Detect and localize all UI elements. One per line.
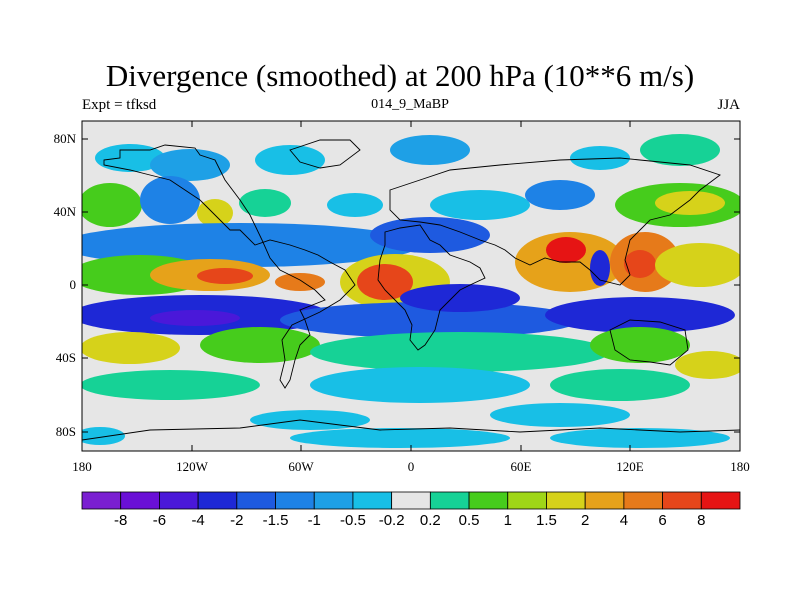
colorbar-label: 0.2 (419, 512, 441, 529)
contour-patch (310, 332, 610, 372)
contour-patch (675, 351, 740, 379)
colorbar-swatch (236, 491, 276, 510)
contour-patch (655, 191, 725, 215)
contour-patch (390, 135, 470, 165)
lat-tick-label: 0 (69, 277, 77, 292)
colorbar-swatch (662, 491, 702, 510)
lat-tick-label: 80N (53, 131, 76, 146)
coastline-greenland (289, 139, 361, 169)
contour-patch (430, 190, 530, 220)
colorbar-label: -1.5 (262, 512, 289, 529)
colorbar-swatch (81, 491, 122, 510)
colorbar-label: -0.5 (340, 512, 366, 529)
contour-patch (525, 180, 595, 210)
contour-patch (280, 302, 580, 338)
contour-patch (275, 273, 325, 291)
colorbar-label: -1 (307, 512, 321, 529)
lon-tick-label: 120E (616, 459, 644, 474)
colorbar-label: 1 (503, 512, 512, 529)
coastline-eurasia (389, 157, 721, 286)
colorbar-label: -4 (191, 512, 205, 529)
colorbar-swatch (429, 491, 470, 510)
colorbar-label: 6 (658, 512, 667, 529)
colorbar-swatch (159, 491, 199, 510)
colorbar-label: 0.5 (458, 512, 480, 529)
contour-patch (640, 134, 720, 166)
contour-patch (370, 217, 490, 253)
colorbar-label: 8 (697, 512, 706, 529)
contour-patch (150, 310, 240, 326)
contour-patch (590, 250, 610, 286)
contour-patch (82, 427, 125, 445)
contour-patch (545, 297, 735, 333)
lon-tick-label: 180 (730, 459, 750, 474)
colorbar-swatch (700, 491, 741, 510)
map-title: Divergence (smoothed) at 200 hPa (10**6 … (105, 58, 695, 93)
contour-patch (255, 145, 325, 175)
colorbar-swatch (507, 491, 547, 510)
contour-patch (550, 428, 730, 448)
contour-patch (82, 370, 260, 400)
contour-patch (290, 428, 510, 448)
contour-patch (310, 367, 530, 403)
colorbar-swatch (623, 491, 663, 510)
contour-patch (546, 237, 586, 263)
contour-patch (400, 284, 520, 312)
lon-tick-label: 120W (176, 459, 208, 474)
contour-patch (82, 223, 420, 267)
lon-tick-label: 0 (407, 459, 415, 474)
colorbar-swatch (275, 491, 315, 510)
colorbar-swatch (584, 491, 625, 510)
colorbar-label: 2 (581, 512, 590, 529)
colorbar-swatch (468, 491, 509, 510)
contour-patch (570, 146, 630, 170)
colorbar-swatch (546, 491, 586, 510)
lat-tick-label: 40S (55, 350, 76, 365)
contour-patch (624, 250, 656, 278)
coastlines (82, 139, 740, 441)
colorbar-swatch (120, 491, 160, 510)
coastline-africa (377, 224, 486, 351)
contour-patch (82, 183, 142, 227)
colorbar-swatch (352, 491, 393, 510)
contour-patch (357, 264, 413, 300)
map-field (82, 121, 740, 451)
coastline-antarctica (82, 419, 740, 441)
colorbar-label: -8 (114, 512, 128, 529)
contour-patch (140, 176, 200, 224)
contour-patch (200, 327, 320, 363)
coastline-australia (609, 319, 689, 366)
contour-patch (327, 193, 383, 217)
colorbar-swatch (391, 491, 431, 510)
lon-tick-label: 60W (288, 459, 314, 474)
colorbar-label: 4 (619, 512, 629, 529)
contour-patch (550, 369, 690, 401)
lat-tick-label: 40N (53, 204, 76, 219)
season-label: JJA (717, 97, 740, 113)
coastline-americas (103, 144, 356, 389)
contour-patch (590, 327, 690, 363)
colorbar-label: -2 (230, 512, 244, 529)
experiment-label: Expt = tfksd (82, 97, 157, 113)
lon-tick-label: 180 (72, 459, 92, 474)
axis-ticks (81, 121, 741, 451)
contour-patch (150, 149, 230, 181)
contour-patch (239, 189, 291, 217)
contour-patch (82, 332, 180, 364)
colorbar-label: 1.5 (536, 512, 557, 529)
lat-tick-label: 80S (55, 424, 76, 439)
colorbar-label: -0.2 (378, 512, 405, 529)
lon-tick-label: 60E (510, 459, 532, 474)
run-label: 014_9_MaBP (371, 97, 449, 112)
colorbar-swatch (197, 491, 238, 510)
colorbar-swatch (313, 491, 354, 510)
contour-patch (490, 403, 630, 427)
colorbar-label: -6 (152, 512, 167, 529)
contour-patch (95, 144, 165, 172)
contour-patch (655, 243, 740, 287)
contour-patch (197, 268, 253, 284)
